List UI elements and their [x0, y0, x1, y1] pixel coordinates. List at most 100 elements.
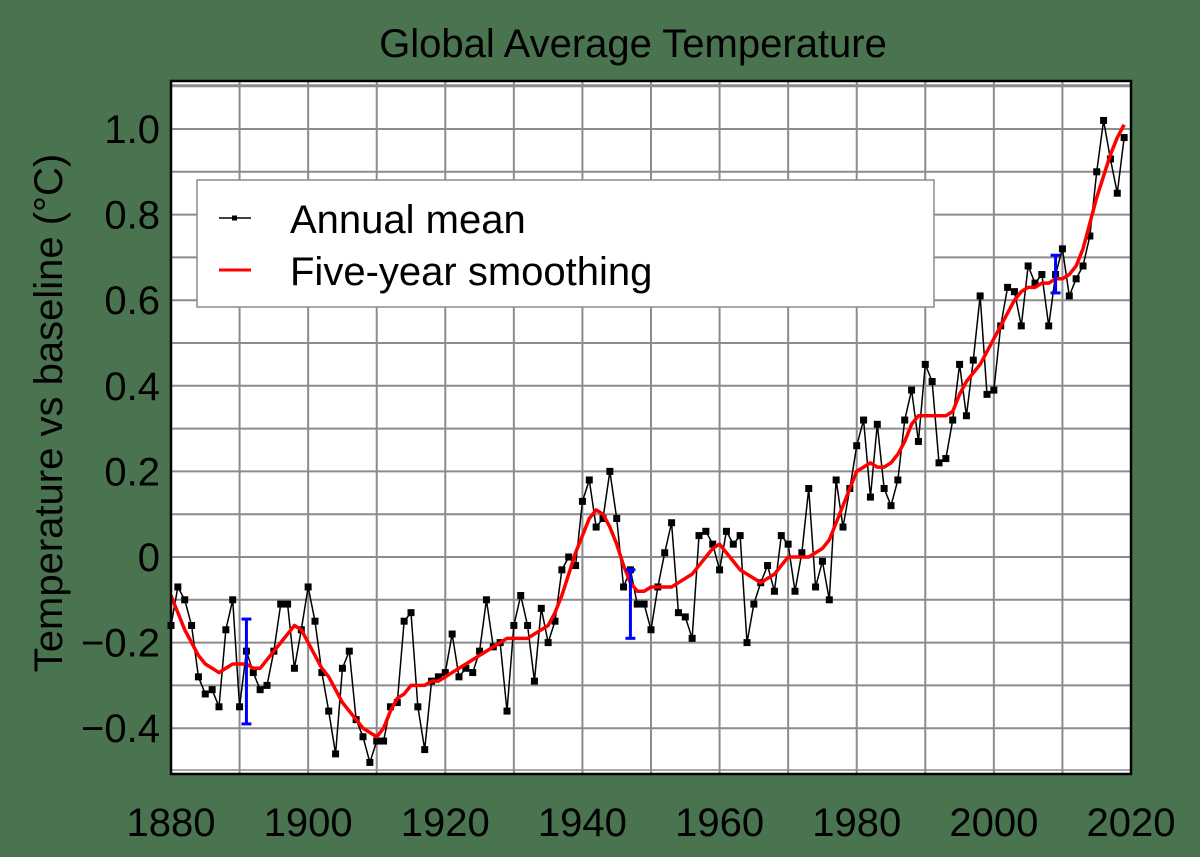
annual-mean-marker	[750, 600, 758, 608]
annual-mean-marker	[208, 686, 216, 694]
annual-mean-marker	[393, 699, 401, 707]
annual-mean-marker	[818, 557, 826, 565]
annual-mean-marker	[263, 681, 271, 689]
annual-mean-marker	[640, 600, 648, 608]
annual-mean-marker	[791, 587, 799, 595]
annual-mean-marker	[1072, 275, 1080, 283]
annual-mean-marker	[921, 360, 929, 368]
annual-mean-marker	[729, 540, 737, 548]
annual-mean-marker	[606, 467, 614, 475]
annual-mean-marker	[1024, 262, 1032, 270]
annual-mean-marker	[1010, 288, 1018, 296]
annual-mean-marker	[249, 669, 257, 677]
y-tick-label: −0.4	[81, 707, 160, 751]
x-tick-label: 1980	[812, 801, 901, 845]
annual-mean-marker	[942, 455, 950, 463]
annual-mean-marker	[962, 412, 970, 420]
annual-mean-marker	[688, 634, 696, 642]
annual-mean-marker	[482, 596, 490, 604]
annual-mean-marker	[565, 553, 573, 561]
annual-mean-marker	[983, 390, 991, 398]
legend-annual-marker-icon	[232, 215, 237, 221]
annual-mean-marker	[1038, 271, 1046, 279]
y-tick-label: 0.8	[104, 194, 160, 238]
annual-mean-marker	[633, 600, 641, 608]
error-bar	[1050, 253, 1061, 295]
annual-mean-marker	[414, 703, 422, 711]
annual-mean-marker	[530, 677, 538, 685]
annual-mean-marker	[332, 750, 340, 758]
annual-mean-marker	[517, 592, 525, 600]
annual-mean-marker	[1086, 232, 1094, 240]
annual-mean-marker	[229, 596, 237, 604]
annual-mean-line	[170, 120, 1125, 766]
annual-mean-marker	[400, 617, 408, 625]
annual-mean-marker	[578, 497, 586, 505]
annual-mean-marker	[976, 292, 984, 300]
annual-mean-marker	[647, 626, 655, 634]
five-year-smoothing-line	[169, 123, 1126, 739]
annual-mean-marker	[1017, 322, 1025, 330]
x-tick-label: 1900	[264, 801, 353, 845]
annual-mean-marker	[743, 639, 751, 647]
annual-mean-marker	[770, 587, 778, 595]
annual-mean-marker	[585, 476, 593, 484]
annual-mean-marker	[1065, 292, 1073, 300]
annual-mean-marker	[1120, 134, 1128, 142]
annual-mean-marker	[318, 669, 326, 677]
annual-mean-marker	[290, 664, 298, 672]
y-tick-label: 0.4	[104, 365, 160, 409]
y-tick-label: 0	[138, 536, 160, 580]
annual-mean-marker	[558, 566, 566, 574]
annual-mean-marker	[380, 737, 388, 745]
annual-mean-marker	[935, 459, 943, 467]
annual-mean-marker	[1004, 283, 1012, 291]
annual-mean-marker	[928, 378, 936, 386]
annual-mean-marker	[215, 703, 223, 711]
plot-frame	[169, 79, 1133, 776]
annual-mean-marker	[674, 609, 682, 617]
annual-mean-marker	[990, 386, 998, 394]
annual-mean-marker	[736, 532, 744, 540]
y-axis-label: Temperature vs baseline (°C)	[27, 154, 71, 672]
annual-mean-marker	[887, 502, 895, 510]
annual-mean-marker	[1058, 245, 1066, 253]
annual-mean-marker	[1045, 322, 1053, 330]
annual-mean-marker	[345, 647, 353, 655]
annual-mean-marker	[188, 621, 196, 629]
annual-mean-marker	[914, 437, 922, 445]
legend-label-five-year-smoothing: Five-year smoothing	[290, 250, 652, 294]
annual-mean-marker	[695, 532, 703, 540]
annual-mean-marker	[702, 527, 710, 535]
legend-label-annual-mean: Annual mean	[290, 198, 526, 242]
annual-mean-marker	[572, 562, 580, 570]
annual-mean-marker	[668, 519, 676, 527]
error-bar	[241, 617, 252, 726]
y-tick-label: 1.0	[104, 108, 160, 152]
annual-mean-marker	[832, 476, 840, 484]
annual-mean-marker	[407, 609, 415, 617]
annual-mean-marker	[853, 442, 861, 450]
annual-mean-marker	[969, 356, 977, 364]
error-bar	[625, 568, 636, 640]
annual-mean-marker	[311, 617, 319, 625]
annual-mean-marker	[222, 626, 230, 634]
annual-mean-marker	[873, 420, 881, 428]
annual-mean-marker	[421, 746, 429, 754]
annual-mean-marker	[956, 360, 964, 368]
annual-mean-marker	[201, 690, 209, 698]
annual-mean-marker	[448, 630, 456, 638]
x-axis-ticks: 1880 1900 1920 1940 1960 1980 2000 2020	[127, 801, 1176, 845]
annual-mean-marker	[880, 485, 888, 493]
annual-mean-marker	[510, 621, 518, 629]
annual-mean-marker	[544, 639, 552, 647]
annual-mean-marker	[1100, 116, 1108, 124]
annual-mean-marker	[537, 604, 545, 612]
y-tick-label: 0.2	[104, 450, 160, 494]
annual-mean-marker	[236, 703, 244, 711]
x-tick-label: 1920	[401, 801, 490, 845]
y-tick-label: −0.2	[81, 622, 160, 666]
annual-mean-marker	[194, 673, 202, 681]
x-tick-label: 1960	[675, 801, 764, 845]
